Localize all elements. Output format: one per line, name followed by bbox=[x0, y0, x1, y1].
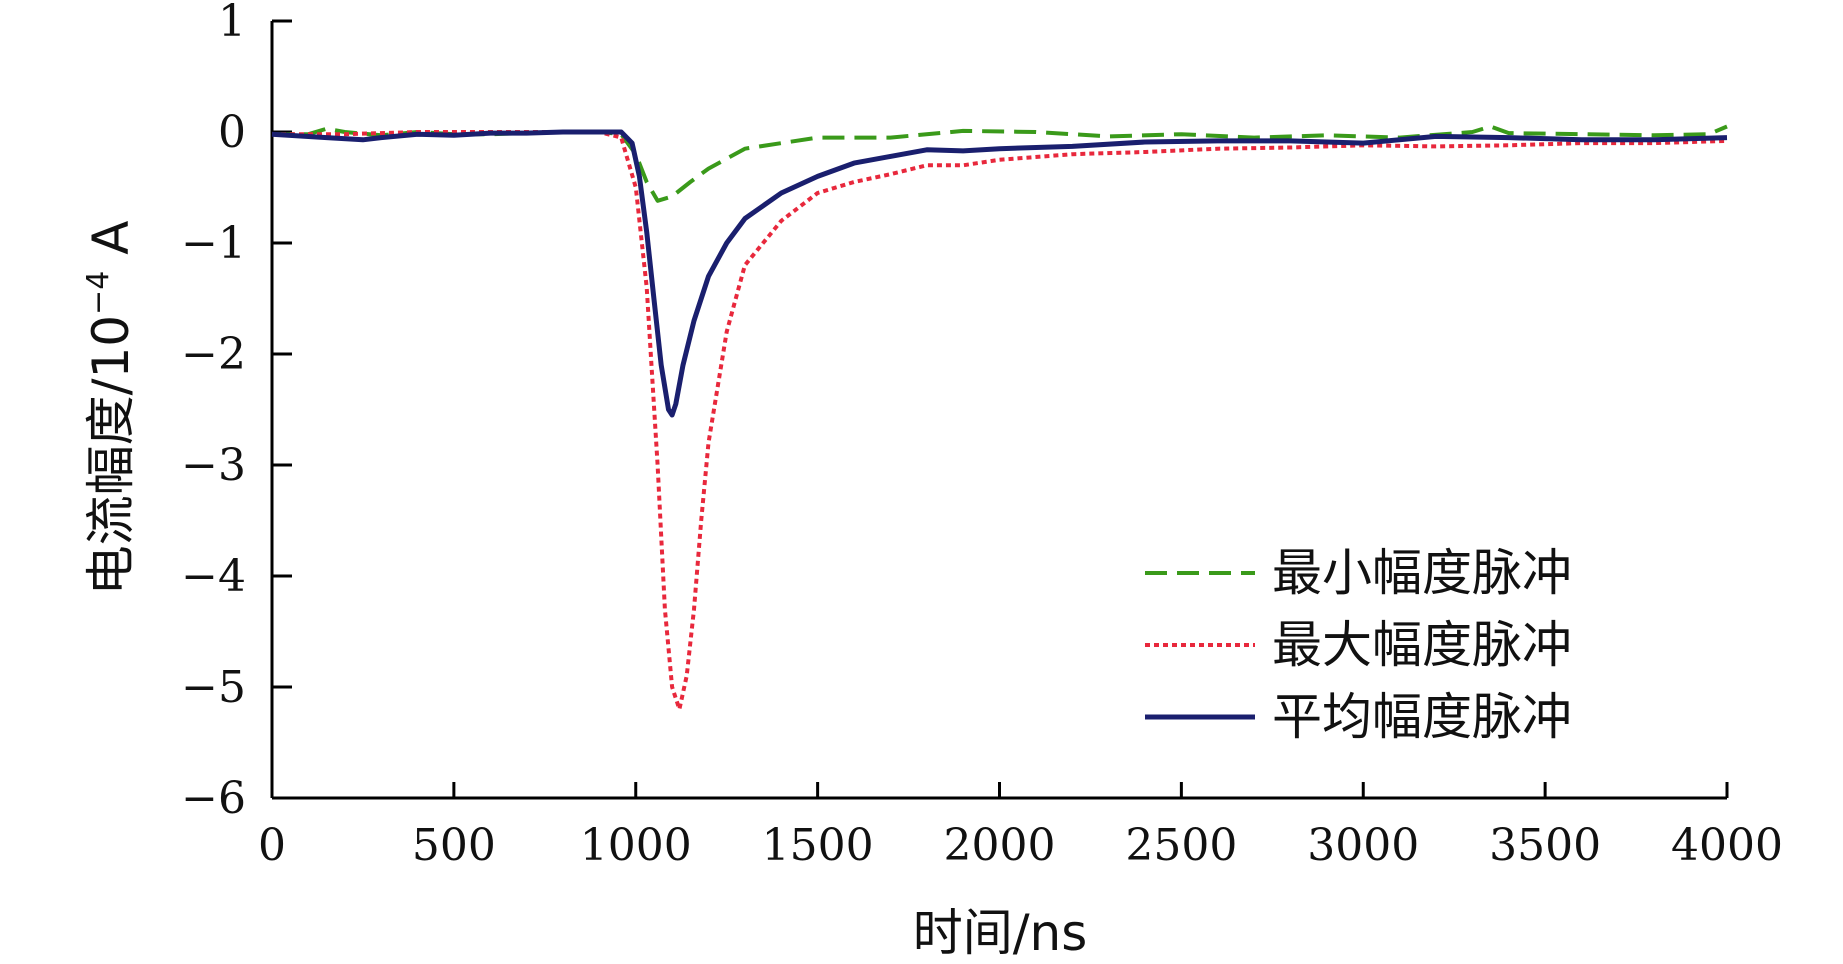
axes bbox=[270, 19, 1729, 800]
y-tick-label: 1 bbox=[218, 0, 246, 47]
x-tick-label: 0 bbox=[258, 820, 286, 871]
y-axis-title: 电流幅度/10−4 A bbox=[81, 221, 140, 596]
x-tick-label: 1500 bbox=[762, 820, 874, 871]
x-tick-label: 4000 bbox=[1671, 820, 1783, 871]
y-axis-title-exponent: −4 bbox=[81, 271, 116, 315]
y-tick-label: −5 bbox=[181, 662, 246, 713]
tick-labels: 0 500 1000 1500 2000 2500 3000 3500 4000 1 0 −1 −2 −3… bbox=[181, 0, 1783, 871]
y-tick-label: −3 bbox=[181, 440, 246, 491]
x-tick-label: 1000 bbox=[580, 820, 692, 871]
y-axis-title-main: 电流幅度/10 bbox=[82, 315, 140, 595]
x-tick-label: 3000 bbox=[1307, 820, 1419, 871]
y-tick-label: −1 bbox=[181, 218, 246, 269]
x-tick-label: 2000 bbox=[944, 820, 1056, 871]
series-layer bbox=[271, 124, 1728, 712]
y-tick-label: −6 bbox=[181, 773, 246, 824]
legend-label-2: 最大幅度脉冲 bbox=[1272, 616, 1572, 674]
svg-text:电流幅度/10−4 A: 电流幅度/10−4 A bbox=[81, 221, 140, 596]
series-line-3 bbox=[271, 129, 1728, 418]
y-tick-label: −2 bbox=[181, 329, 246, 380]
series-line-2 bbox=[272, 130, 1728, 712]
legend-label-3: 平均幅度脉冲 bbox=[1272, 688, 1572, 746]
x-axis-title: 时间/ns bbox=[913, 904, 1088, 962]
x-tick-label: 3500 bbox=[1489, 820, 1601, 871]
y-tick-label: −4 bbox=[181, 551, 246, 602]
legend-label-1: 最小幅度脉冲 bbox=[1272, 544, 1572, 602]
x-tick-label: 500 bbox=[412, 820, 496, 871]
x-tick-label: 2500 bbox=[1125, 820, 1237, 871]
y-tick-label: 0 bbox=[218, 107, 246, 158]
y-axis-title-unit: A bbox=[82, 221, 140, 271]
